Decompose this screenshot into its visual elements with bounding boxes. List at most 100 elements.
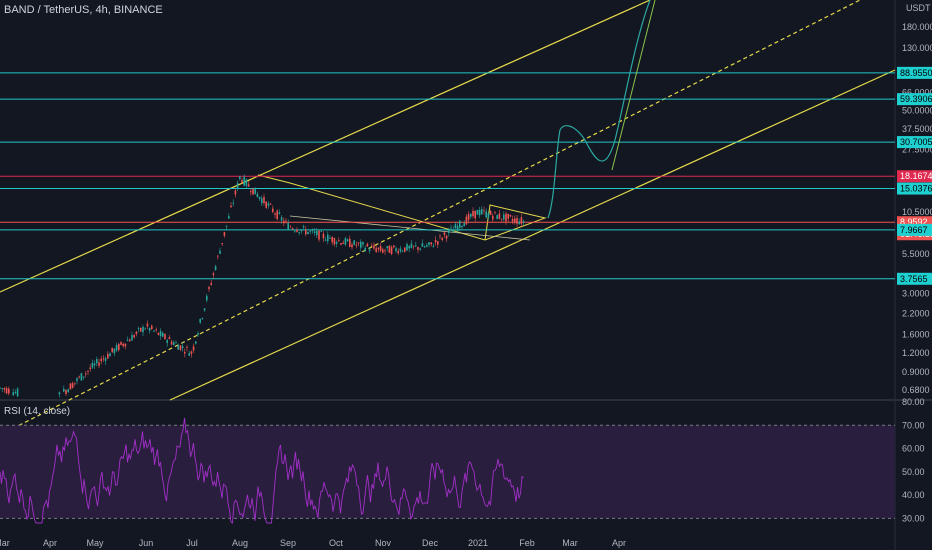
candle-body	[162, 332, 164, 337]
candle-body	[346, 239, 349, 242]
candle-body	[360, 241, 362, 248]
candle-body	[16, 388, 19, 397]
x-tick-label: Feb	[519, 538, 535, 548]
candle-body	[104, 358, 107, 362]
projection-curve	[547, 0, 651, 219]
candle-body	[151, 325, 153, 329]
candle-body	[8, 388, 10, 394]
candle-body	[456, 225, 459, 231]
candle-body	[129, 339, 131, 342]
candle-body	[474, 210, 476, 219]
candle-body	[122, 343, 124, 347]
trend-line	[289, 215, 531, 241]
candle-body	[322, 233, 325, 239]
candle-body	[434, 240, 437, 243]
candle-body	[327, 234, 329, 242]
candle-body	[243, 176, 245, 186]
candle-body	[362, 242, 364, 245]
currency-label: USDT	[906, 3, 931, 13]
candle-body	[80, 373, 83, 381]
candle-body	[3, 388, 6, 390]
rsi-tick-label: 70.00	[902, 420, 925, 430]
y-tick-label: 1.6000	[902, 329, 930, 339]
candle-body	[463, 223, 465, 227]
x-tick-label: Apr	[43, 538, 57, 548]
candle-body	[245, 179, 248, 186]
candle-body	[111, 347, 113, 352]
candle-body	[102, 358, 105, 360]
candle-body	[441, 237, 443, 240]
y-tick-label: 0.9000	[902, 367, 930, 377]
candle-body	[296, 229, 298, 232]
candle-body	[258, 197, 261, 200]
candle-body	[465, 216, 468, 225]
candle-body	[173, 342, 175, 345]
candle-body	[133, 335, 135, 338]
candle-body	[342, 242, 344, 244]
candle-body	[494, 211, 496, 213]
price-badges: 88.9550 59.3906 30.7005 18.1674 15.0376 8.959…	[897, 66, 932, 285]
price-badge-label: 18.1674	[900, 171, 932, 181]
candle-body	[280, 217, 283, 221]
rsi-tick-label: 50.00	[902, 467, 925, 477]
chart-title: BAND / TetherUS, 4h, BINANCE	[4, 4, 163, 16]
candle-body	[223, 232, 226, 236]
price-levels	[0, 72, 895, 280]
candle-body	[137, 328, 140, 329]
candle-body	[500, 218, 503, 220]
candle-body	[467, 214, 470, 220]
candle-body	[450, 227, 452, 229]
candle-body	[155, 329, 157, 331]
candle-body	[355, 244, 358, 246]
candle-body	[203, 308, 206, 311]
y-tick-label: 50.0000	[902, 105, 932, 115]
candle-body	[164, 334, 166, 339]
candle-body	[210, 282, 212, 285]
candle-body	[199, 318, 201, 323]
candle-body	[197, 333, 199, 336]
y-tick-label: 27.5000	[902, 144, 932, 154]
y-tick-label: 5.5000	[902, 249, 930, 259]
candle-body	[177, 345, 179, 350]
candle-body	[285, 220, 287, 222]
price-badge-label: 7.9667	[900, 225, 928, 235]
candle-body	[331, 236, 333, 243]
candle-body	[190, 351, 193, 354]
candles	[0, 174, 525, 398]
candle-body	[492, 215, 494, 220]
candle-body	[300, 229, 303, 232]
channel-lines	[0, 0, 896, 436]
candle-body	[386, 246, 388, 249]
candle-body	[146, 323, 149, 327]
y-tick-label: 0.6800	[902, 385, 930, 395]
candle-body	[267, 203, 270, 206]
candle-body	[518, 221, 520, 224]
candle-body	[305, 229, 307, 235]
candle-body	[419, 248, 421, 250]
candle-body	[82, 376, 85, 378]
x-tick-label: Oct	[329, 538, 344, 548]
y-tick-label: 66.0000	[902, 87, 932, 97]
candle-body	[511, 219, 514, 222]
candle-body	[338, 240, 340, 242]
candle-body	[485, 211, 487, 218]
x-tick-label: Jun	[139, 538, 154, 548]
candle-body	[115, 344, 118, 351]
candle-body	[274, 213, 276, 215]
candle-body	[67, 389, 69, 393]
price-badge-label: 15.0376	[900, 184, 932, 194]
candle-body	[498, 213, 501, 219]
candle-body	[89, 367, 91, 370]
candle-body	[241, 179, 243, 183]
candle-body	[252, 188, 254, 195]
candle-body	[201, 318, 204, 319]
candle-body	[232, 202, 234, 204]
candle-body	[265, 201, 267, 208]
candle-body	[208, 287, 210, 290]
candle-body	[131, 335, 133, 341]
price-badge	[897, 136, 932, 149]
candle-body	[357, 242, 360, 244]
candle-body	[324, 239, 327, 241]
candle-body	[483, 210, 485, 212]
